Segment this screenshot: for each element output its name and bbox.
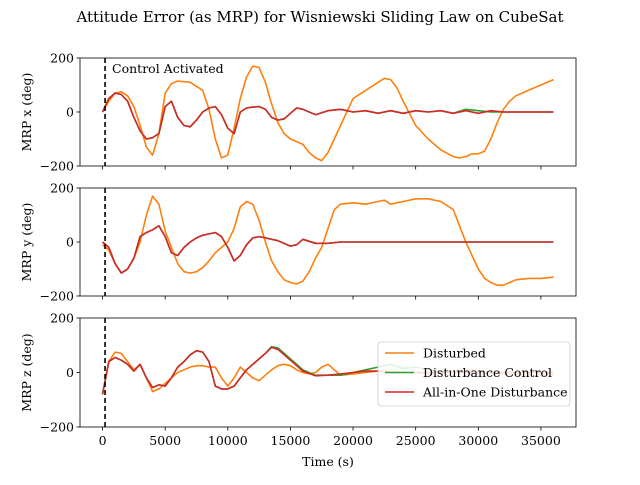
series-line-disturbance-control — [101, 92, 554, 140]
x-tick-label: 35000 — [521, 433, 561, 448]
x-tick-label: 5000 — [149, 433, 181, 448]
x-tick-label: 15000 — [271, 433, 311, 448]
y-tick-label: −200 — [40, 420, 74, 435]
y-tick-label: 0 — [66, 235, 74, 250]
series-line-all-in-one-disturbance — [101, 92, 554, 140]
y-axis-label: MRP x (deg) — [19, 73, 34, 152]
y-tick-label: 200 — [50, 181, 74, 196]
y-tick-label: −200 — [40, 159, 74, 174]
x-tick-label: 25000 — [396, 433, 436, 448]
y-tick-label: −200 — [40, 289, 74, 304]
legend-box — [377, 341, 571, 407]
panel-x: −200 0 200 MRP x (deg) Control Activated — [19, 51, 577, 174]
series-line-disturbed — [101, 195, 554, 286]
x-tick-label: 10000 — [208, 433, 248, 448]
series-line-disturbed — [101, 65, 554, 162]
legend: Disturbed Disturbance Control All-in-One D… — [377, 341, 571, 407]
y-axis-label: MRP y (deg) — [19, 203, 34, 282]
y-axis-label: MRP z (deg) — [19, 333, 34, 411]
x-tick-label: 30000 — [458, 433, 498, 448]
legend-label-all-in-one-disturbance: All-in-One Disturbance — [422, 385, 568, 400]
x-tick-label: 20000 — [333, 433, 373, 448]
control-activated-annotation: Control Activated — [112, 61, 224, 76]
y-tick-label: 0 — [66, 365, 74, 380]
legend-label-disturbed: Disturbed — [423, 346, 486, 361]
y-tick-label: 200 — [50, 51, 74, 66]
y-tick-label: 200 — [50, 311, 74, 326]
y-tick-label: 0 — [66, 105, 74, 120]
x-tick-label: 0 — [99, 433, 107, 448]
chart-title: Attitude Error (as MRP) for Wisniewski S… — [75, 8, 563, 26]
series-line-all-in-one-disturbance — [101, 225, 554, 274]
x-axis-label: Time (s) — [302, 454, 354, 469]
legend-label-disturbance-control: Disturbance Control — [423, 365, 552, 380]
series-group-x — [101, 65, 554, 162]
series-group-y — [101, 195, 554, 286]
panel-y: −200 0 200 MRP y (deg) — [19, 181, 577, 304]
